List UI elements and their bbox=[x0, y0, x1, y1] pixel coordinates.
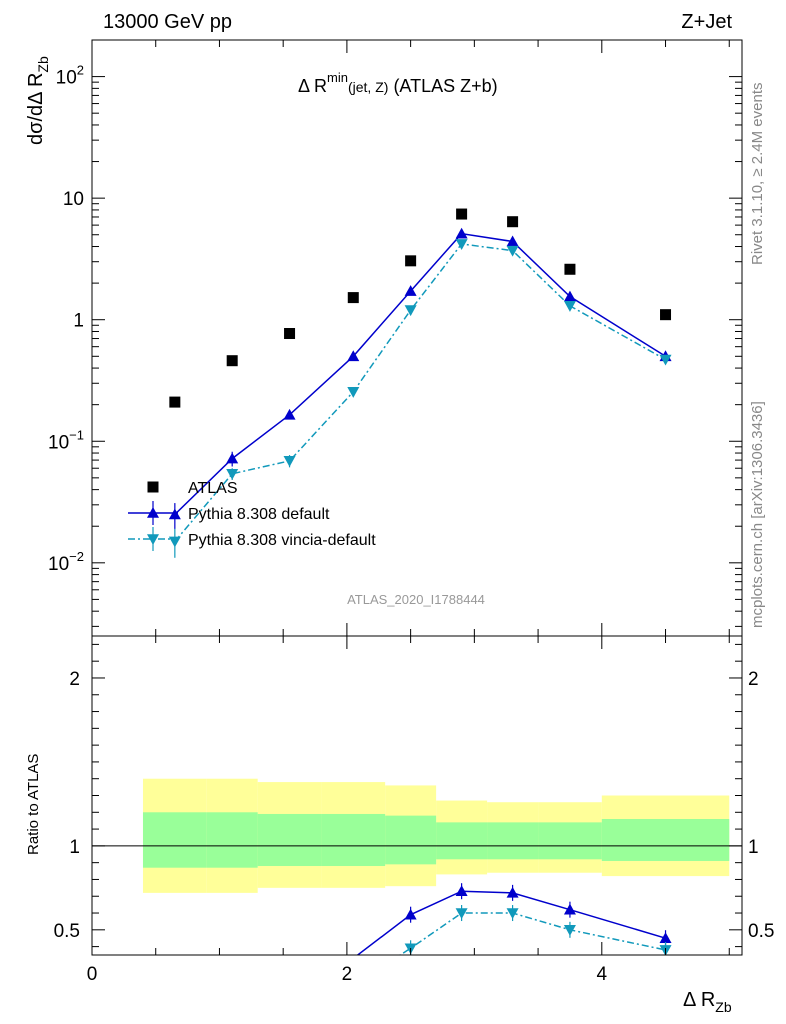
legend-marker bbox=[147, 481, 159, 493]
xlabel-sub: Zb bbox=[715, 999, 732, 1015]
main-title: Δ Rmin(jet, Z) (ATLAS Z+b) bbox=[298, 70, 498, 96]
x-tick-label: 4 bbox=[597, 964, 608, 985]
ratio-series-0 bbox=[356, 883, 672, 955]
legend-label: Pythia 8.308 default bbox=[188, 506, 330, 523]
ratio-y-tick-label-right: 0.5 bbox=[748, 921, 774, 942]
data-point bbox=[226, 355, 238, 367]
uncertainty-band-inner bbox=[206, 812, 258, 868]
data-point bbox=[347, 387, 360, 398]
ratio-bands bbox=[142, 778, 730, 893]
ratio-line bbox=[398, 912, 666, 955]
title-sup: min bbox=[327, 70, 348, 85]
ratio-ylabel: Ratio to ATLAS bbox=[25, 754, 42, 855]
title-main: Δ R bbox=[298, 76, 327, 96]
ratio-point bbox=[506, 886, 519, 898]
data-point bbox=[283, 408, 296, 420]
data-point bbox=[506, 245, 519, 257]
series-line bbox=[174, 232, 666, 515]
ratio-point bbox=[455, 908, 468, 920]
legend-marker bbox=[147, 507, 159, 518]
title-suffix: (ATLAS Z+b) bbox=[388, 76, 497, 96]
uncertainty-band-inner bbox=[257, 813, 322, 867]
data-point bbox=[659, 354, 672, 366]
ratio-panel: 0.5 0.5 1 1 2 2 0 2 4 bbox=[54, 635, 774, 985]
data-point bbox=[456, 208, 468, 220]
data-point bbox=[347, 292, 359, 304]
header-right: Z+Jet bbox=[681, 11, 732, 33]
data-point bbox=[563, 301, 576, 312]
analysis-label: ATLAS_2020_I1788444 bbox=[347, 592, 485, 607]
y-tick-label: 10 bbox=[63, 189, 84, 210]
series-0 bbox=[169, 208, 672, 408]
rivet-label: Rivet 3.1.10, ≥ 2.4M events bbox=[749, 83, 766, 266]
legend-label: Pythia 8.308 vincia-default bbox=[188, 532, 376, 549]
ratio-point bbox=[563, 903, 576, 915]
y-tick-label: 102 bbox=[56, 63, 84, 89]
main-ylabel-sub: Zb bbox=[35, 56, 51, 73]
mcplots-label: mcplots.cern.ch [arXiv:1306.3436] bbox=[749, 401, 766, 628]
data-point bbox=[455, 239, 468, 250]
data-point bbox=[347, 350, 360, 362]
ratio-y-tick-label: 1 bbox=[69, 837, 80, 858]
ratio-y-tick-label-right: 1 bbox=[748, 837, 759, 858]
xlabel-text: Δ R bbox=[683, 989, 715, 1011]
ratio-point bbox=[563, 925, 576, 936]
uncertainty-band-inner bbox=[385, 815, 437, 865]
main-panel: 10−2 10−1 1 10 102 bbox=[48, 39, 743, 637]
title-sub: (jet, Z) bbox=[348, 79, 388, 95]
data-point bbox=[226, 468, 239, 480]
data-point bbox=[506, 235, 519, 247]
data-point bbox=[405, 255, 417, 267]
data-point bbox=[168, 536, 181, 548]
data-point bbox=[404, 305, 417, 317]
legend-label: ATLAS bbox=[188, 480, 238, 497]
uncertainty-band-inner bbox=[436, 822, 488, 860]
y-tick-label: 1 bbox=[73, 311, 84, 332]
uncertainty-band-inner bbox=[487, 822, 539, 860]
data-point bbox=[284, 328, 296, 340]
ratio-point bbox=[455, 885, 468, 896]
data-point bbox=[169, 396, 181, 408]
ratio-series bbox=[356, 883, 672, 955]
main-ylabel-text: dσ/dΔ R bbox=[25, 73, 47, 145]
series-2 bbox=[168, 239, 672, 558]
legend: ATLAS Pythia 8.308 default Pythia 8.308 vi… bbox=[128, 480, 376, 551]
main-ylabel: dσ/dΔ RZb bbox=[25, 56, 51, 145]
series-line bbox=[174, 243, 666, 542]
x-tick-label: 0 bbox=[87, 964, 98, 985]
data-point bbox=[660, 309, 672, 321]
data-point bbox=[226, 452, 239, 464]
ratio-y-tick-label-right: 2 bbox=[748, 669, 759, 690]
y-tick-label: 10−2 bbox=[48, 549, 84, 575]
ratio-point bbox=[404, 908, 417, 920]
ratio-y-tick-label: 2 bbox=[69, 669, 80, 690]
ratio-point bbox=[659, 932, 672, 944]
uncertainty-band-inner bbox=[601, 819, 730, 861]
ratio-series-1 bbox=[398, 905, 672, 955]
series-1 bbox=[168, 227, 672, 529]
x-tick-label: 2 bbox=[342, 964, 353, 985]
data-point bbox=[283, 456, 296, 467]
main-series bbox=[168, 208, 672, 558]
header-left: 13000 GeV pp bbox=[103, 11, 232, 33]
x-axis-label: Δ RZb bbox=[683, 989, 732, 1015]
uncertainty-band-inner bbox=[538, 822, 602, 860]
legend-marker bbox=[147, 534, 159, 545]
uncertainty-band-inner bbox=[321, 813, 386, 867]
ratio-y-tick-label: 0.5 bbox=[54, 921, 80, 942]
uncertainty-band-inner bbox=[142, 812, 207, 868]
y-tick-label: 10−1 bbox=[48, 427, 84, 453]
data-point bbox=[168, 508, 181, 520]
data-point bbox=[404, 285, 417, 296]
data-point bbox=[507, 216, 519, 228]
data-point bbox=[564, 263, 576, 275]
data-point bbox=[455, 227, 468, 239]
ratio-point bbox=[506, 908, 519, 920]
data-point bbox=[563, 290, 576, 302]
